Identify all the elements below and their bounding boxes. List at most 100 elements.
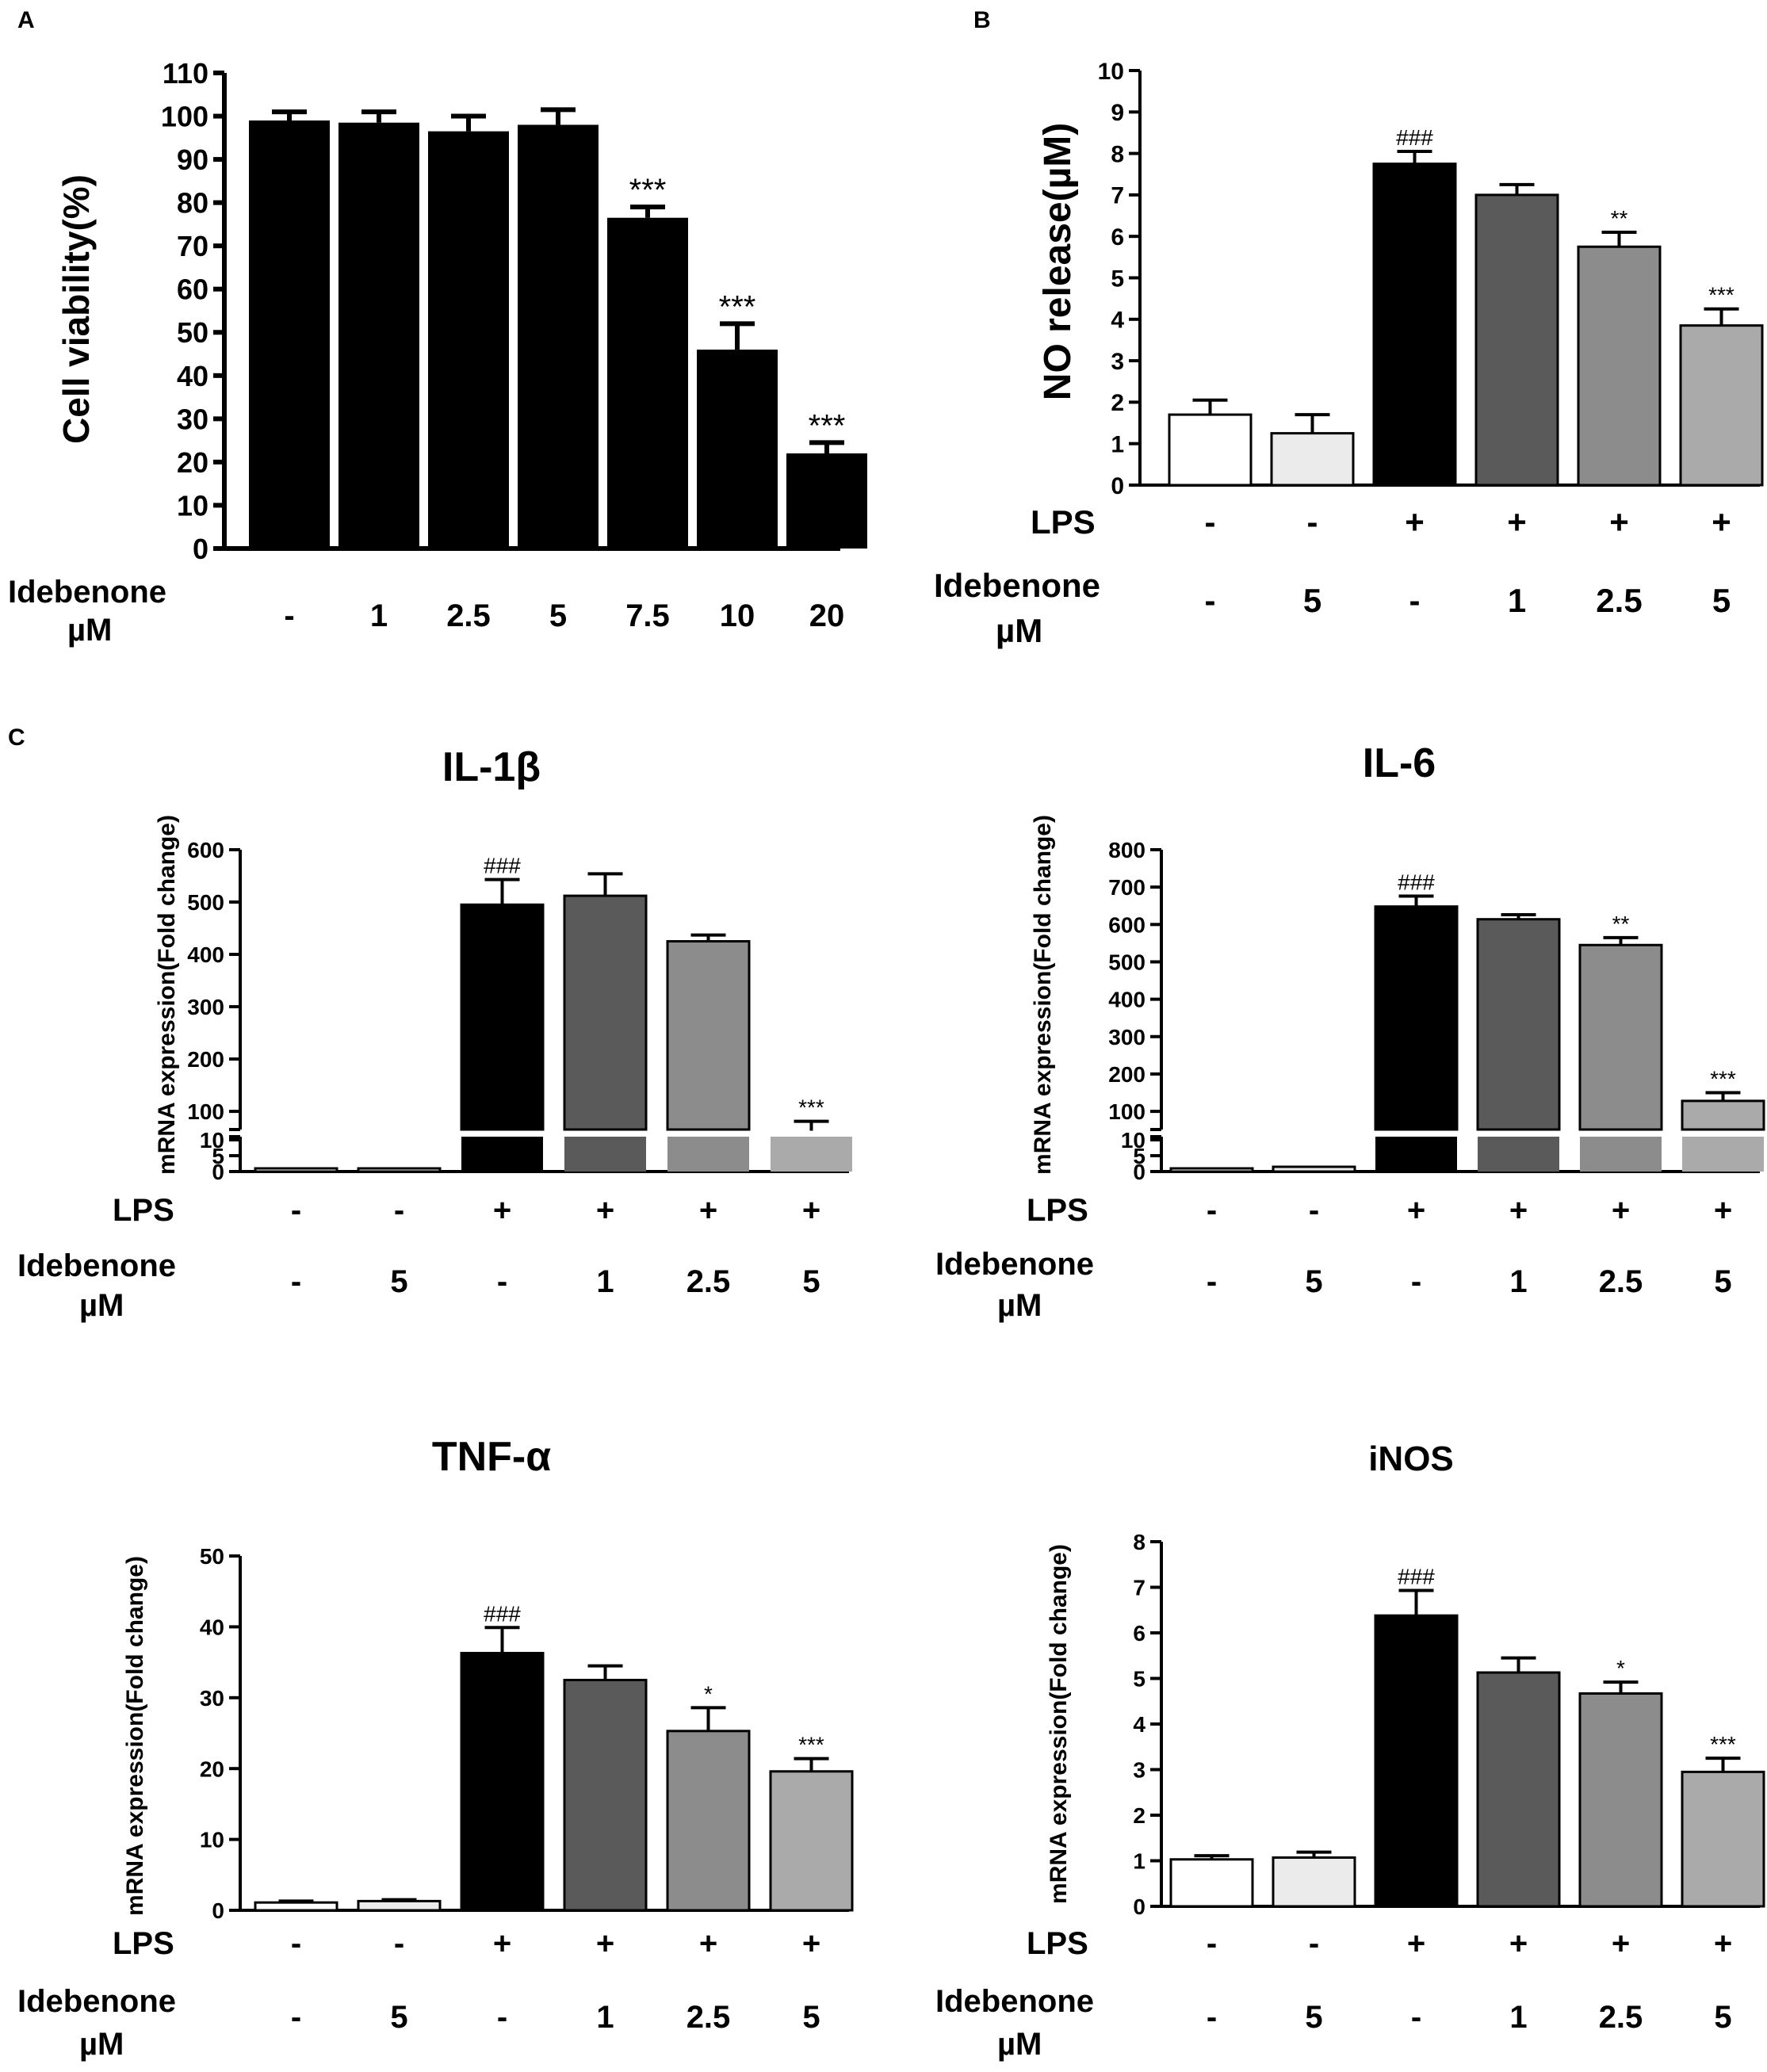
y-tick-label: 10 <box>1098 59 1124 85</box>
bar <box>1476 1671 1561 1908</box>
bar <box>254 1167 338 1173</box>
condition-value: + <box>1509 1926 1528 1961</box>
bar-lower-segment <box>564 1137 646 1172</box>
chart-c3: TNF-α mRNA expression(Fold change) 0 10 20 30… <box>17 1434 854 2062</box>
condition-row-label: Idebenone <box>17 1984 176 2019</box>
condition-value: - <box>394 1193 404 1228</box>
y-tick-label: 5 <box>1111 266 1124 292</box>
condition-value: 2.5 <box>446 598 491 633</box>
y-tick-label: 50 <box>200 1544 224 1569</box>
condition-value: - <box>291 1926 301 1961</box>
condition-value: 2.5 <box>687 2000 731 2035</box>
y-tick-label: 0 <box>1133 1160 1145 1184</box>
condition-row-label: LPS <box>113 1193 174 1228</box>
condition-row-label: Idebenone <box>17 1248 176 1283</box>
condition-row-label: Idebenone <box>935 1984 1094 2019</box>
y-tick-label: 8 <box>1111 141 1124 167</box>
condition-value: + <box>699 1193 717 1228</box>
significance-label: *** <box>798 1733 824 1757</box>
condition-row-label: Idebenone <box>934 567 1100 604</box>
bar-lower-segment <box>1682 1137 1764 1172</box>
condition-value: 1 <box>1509 2000 1527 2035</box>
condition-value: - <box>1409 582 1421 619</box>
significance-label: * <box>1616 1656 1625 1680</box>
y-tick-label: 40 <box>177 360 208 392</box>
bar <box>697 350 778 549</box>
y-tick-label: 60 <box>177 273 208 306</box>
chart-title: iNOS <box>1368 1439 1454 1478</box>
condition-value: + <box>1405 503 1425 541</box>
condition-value: 5 <box>1714 2000 1731 2035</box>
y-tick-label: 9 <box>1111 100 1124 126</box>
condition-value: 2.5 <box>1596 582 1642 619</box>
bar <box>1374 1614 1459 1908</box>
bar <box>607 217 688 549</box>
y-tick-label: 20 <box>200 1757 224 1781</box>
y-tick-label: 10 <box>1121 1128 1145 1153</box>
condition-row-label: Idebenone <box>935 1247 1094 1282</box>
condition-row-label: LPS <box>1031 503 1096 541</box>
condition-value: 5 <box>1714 1264 1731 1299</box>
condition-value: + <box>1509 1193 1528 1228</box>
y-tick-label: 90 <box>177 143 208 176</box>
y-tick-label: 700 <box>1108 875 1145 900</box>
bar <box>254 1901 338 1912</box>
significance-label: *** <box>1708 283 1734 308</box>
bar <box>1270 432 1355 487</box>
condition-row-label: LPS <box>1027 1926 1088 1961</box>
condition-value: - <box>1309 1193 1319 1228</box>
condition-value: 5 <box>549 598 567 633</box>
bar <box>357 1167 442 1173</box>
significance-label: *** <box>798 1095 824 1120</box>
condition-value: + <box>493 1193 511 1228</box>
condition-value: 2.5 <box>687 1264 731 1299</box>
y-tick-label: 0 <box>212 1160 224 1184</box>
condition-value: + <box>1407 1193 1425 1228</box>
condition-value: + <box>596 1926 614 1961</box>
significance-label: *** <box>629 173 667 208</box>
condition-value: - <box>291 2000 301 2035</box>
condition-value: - <box>1207 1926 1217 1961</box>
y-axis-label: mRNA expression(Fold change) <box>122 1556 148 1916</box>
y-tick-label: 80 <box>177 187 208 220</box>
y-tick-label: 40 <box>200 1615 224 1639</box>
bar <box>338 122 419 549</box>
panel-letter: A <box>17 7 35 33</box>
condition-value: - <box>1411 2000 1421 2035</box>
y-tick-label: 8 <box>1133 1530 1145 1554</box>
y-tick-label: 70 <box>177 230 208 262</box>
y-tick-label: 30 <box>177 403 208 435</box>
condition-row-label: LPS <box>1027 1193 1088 1228</box>
bar <box>666 1730 751 1912</box>
bar <box>1272 1856 1356 1908</box>
significance-label: *** <box>1710 1732 1736 1757</box>
condition-value: 5 <box>1305 2000 1322 2035</box>
condition-row-label: µM <box>996 612 1042 649</box>
y-tick-label: 3 <box>1111 349 1124 375</box>
significance-label: *** <box>1710 1067 1736 1091</box>
condition-value: + <box>1712 503 1731 541</box>
bar <box>249 120 330 549</box>
y-tick-label: 5 <box>1133 1144 1145 1168</box>
bar <box>1681 1770 1765 1908</box>
bar <box>666 940 751 1131</box>
chart-c4: iNOS mRNA expression(Fold change) 0 1 2 3 4 5 6 7… <box>935 1439 1765 2062</box>
bar <box>1681 1099 1765 1131</box>
significance-label: * <box>704 1681 713 1706</box>
condition-value: + <box>596 1193 614 1228</box>
bar <box>1577 245 1662 487</box>
condition-value: + <box>1609 503 1629 541</box>
bar-lower-segment <box>667 1137 749 1172</box>
y-tick-label: 5 <box>212 1144 224 1168</box>
condition-value: + <box>802 1193 820 1228</box>
y-tick-label: 1 <box>1133 1849 1145 1874</box>
condition-value: + <box>1407 1926 1425 1961</box>
y-tick-label: 7 <box>1133 1576 1145 1600</box>
condition-value: - <box>1411 1264 1421 1299</box>
y-tick-label: 200 <box>187 1047 224 1072</box>
bar <box>786 453 867 549</box>
